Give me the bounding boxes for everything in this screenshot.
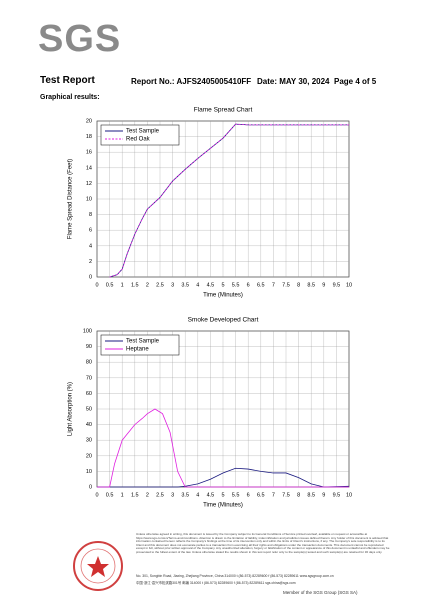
x-tick-label: 2.5 (156, 282, 164, 288)
address: 中国·浙江·嘉兴市松滨路301号 邮编 314000 t (86-573) 82… (136, 581, 296, 585)
x-tick-label: 8 (297, 492, 300, 498)
y-tick-label: 0 (89, 484, 92, 490)
seal-ring (73, 541, 123, 591)
member-note: Member of the SGS Group (SGS SA) (283, 590, 358, 595)
y-tick-label: 70 (86, 375, 92, 381)
series-line (97, 408, 349, 488)
x-tick-label: 6.5 (257, 492, 265, 498)
y-tick-label: 10 (86, 196, 92, 202)
x-tick-label: 6 (247, 282, 250, 288)
legend-label: Test Sample (126, 339, 160, 345)
seal-inner (80, 548, 116, 584)
legend-box (100, 124, 180, 146)
x-tick-label: 5 (221, 492, 224, 498)
y-tick-label: 30 (86, 438, 92, 444)
x-tick-label: 1.5 (131, 492, 139, 498)
y-tick-label: 50 (86, 406, 92, 412)
series-line (109, 123, 349, 278)
chart-title: Smoke Developed Chart (188, 317, 259, 324)
x-tick-label: 0 (95, 282, 98, 288)
report-title: Test Report (40, 75, 95, 86)
chart: Smoke Developed Chart0102030405060708090… (68, 317, 352, 509)
report-number: Report No.: AJFS2405005410FF (131, 77, 252, 86)
address: No. 301, Songbin Road, Jiaxing, Zhejiang… (136, 574, 334, 578)
y-tick-label: 8 (89, 212, 92, 218)
x-tick-label: 3 (171, 492, 174, 498)
y-tick-label: 60 (86, 391, 92, 397)
y-tick-label: 18 (86, 134, 92, 140)
legend-label: Test Sample (126, 129, 160, 135)
x-tick-label: 2 (146, 282, 149, 288)
y-tick-label: 20 (86, 453, 92, 459)
section-title: Graphical results: (40, 94, 100, 101)
x-tick-label: 7 (272, 492, 275, 498)
y-tick-label: 14 (86, 165, 92, 171)
x-tick-label: 9.5 (333, 492, 341, 498)
x-tick-label: 5.5 (232, 282, 240, 288)
x-tick-label: 2.5 (156, 492, 164, 498)
disclaimer: Unless otherwise agreed in writing, this… (136, 532, 390, 554)
x-tick-label: 4 (196, 282, 199, 288)
y-tick-label: 40 (86, 422, 92, 428)
x-tick-label: 7.5 (282, 492, 290, 498)
y-tick-label: 10 (86, 469, 92, 475)
x-tick-label: 0.5 (106, 282, 114, 288)
x-tick-label: 8.5 (307, 282, 315, 288)
y-tick-label: 4 (89, 243, 92, 249)
x-tick-label: 3 (171, 282, 174, 288)
x-tick-label: 1 (121, 492, 124, 498)
x-tick-label: 3.5 (181, 282, 189, 288)
chart-title: Flame Spread Chart (194, 107, 253, 114)
y-tick-label: 90 (86, 344, 92, 350)
x-tick-label: 10 (346, 492, 352, 498)
x-tick-label: 8 (297, 282, 300, 288)
x-tick-label: 9 (322, 492, 325, 498)
legend-label: Red Oak (126, 137, 151, 143)
x-tick-label: 0.5 (106, 492, 114, 498)
y-tick-label: 2 (89, 259, 92, 265)
x-tick-label: 2 (146, 492, 149, 498)
legend-label: Heptane (126, 347, 149, 353)
x-axis-label: Time (Minutes) (203, 293, 243, 299)
y-tick-label: 12 (86, 181, 92, 187)
x-tick-label: 9.5 (333, 282, 341, 288)
x-tick-label: 1.5 (131, 282, 139, 288)
y-tick-label: 6 (89, 228, 92, 234)
y-tick-label: 80 (86, 360, 92, 366)
y-axis-label: Light Absorption (%) (68, 382, 74, 436)
page-number: Page 4 of 5 (334, 77, 377, 86)
seal-star (87, 556, 109, 577)
y-tick-label: 16 (86, 150, 92, 156)
x-axis-label: Time (Minutes) (203, 503, 243, 509)
seal (73, 541, 123, 591)
x-tick-label: 4 (196, 492, 199, 498)
x-tick-label: 0 (95, 492, 98, 498)
x-tick-label: 5 (221, 282, 224, 288)
x-tick-label: 4.5 (207, 492, 215, 498)
x-tick-label: 10 (346, 282, 352, 288)
x-tick-label: 5.5 (232, 492, 240, 498)
report-date: Date: MAY 30, 2024 (257, 77, 330, 86)
logo: SGS (38, 18, 122, 60)
legend-box (100, 334, 180, 356)
x-tick-label: 6.5 (257, 282, 265, 288)
x-tick-label: 4.5 (207, 282, 215, 288)
x-tick-label: 7 (272, 282, 275, 288)
x-tick-label: 3.5 (181, 492, 189, 498)
x-tick-label: 7.5 (282, 282, 290, 288)
x-tick-label: 9 (322, 282, 325, 288)
x-tick-label: 6 (247, 492, 250, 498)
y-tick-label: 20 (86, 118, 92, 124)
y-axis-label: Flame Spread Distance (Feet) (68, 159, 74, 239)
x-tick-label: 8.5 (307, 492, 315, 498)
y-tick-label: 0 (89, 274, 92, 280)
y-tick-label: 100 (83, 328, 92, 334)
x-tick-label: 1 (121, 282, 124, 288)
